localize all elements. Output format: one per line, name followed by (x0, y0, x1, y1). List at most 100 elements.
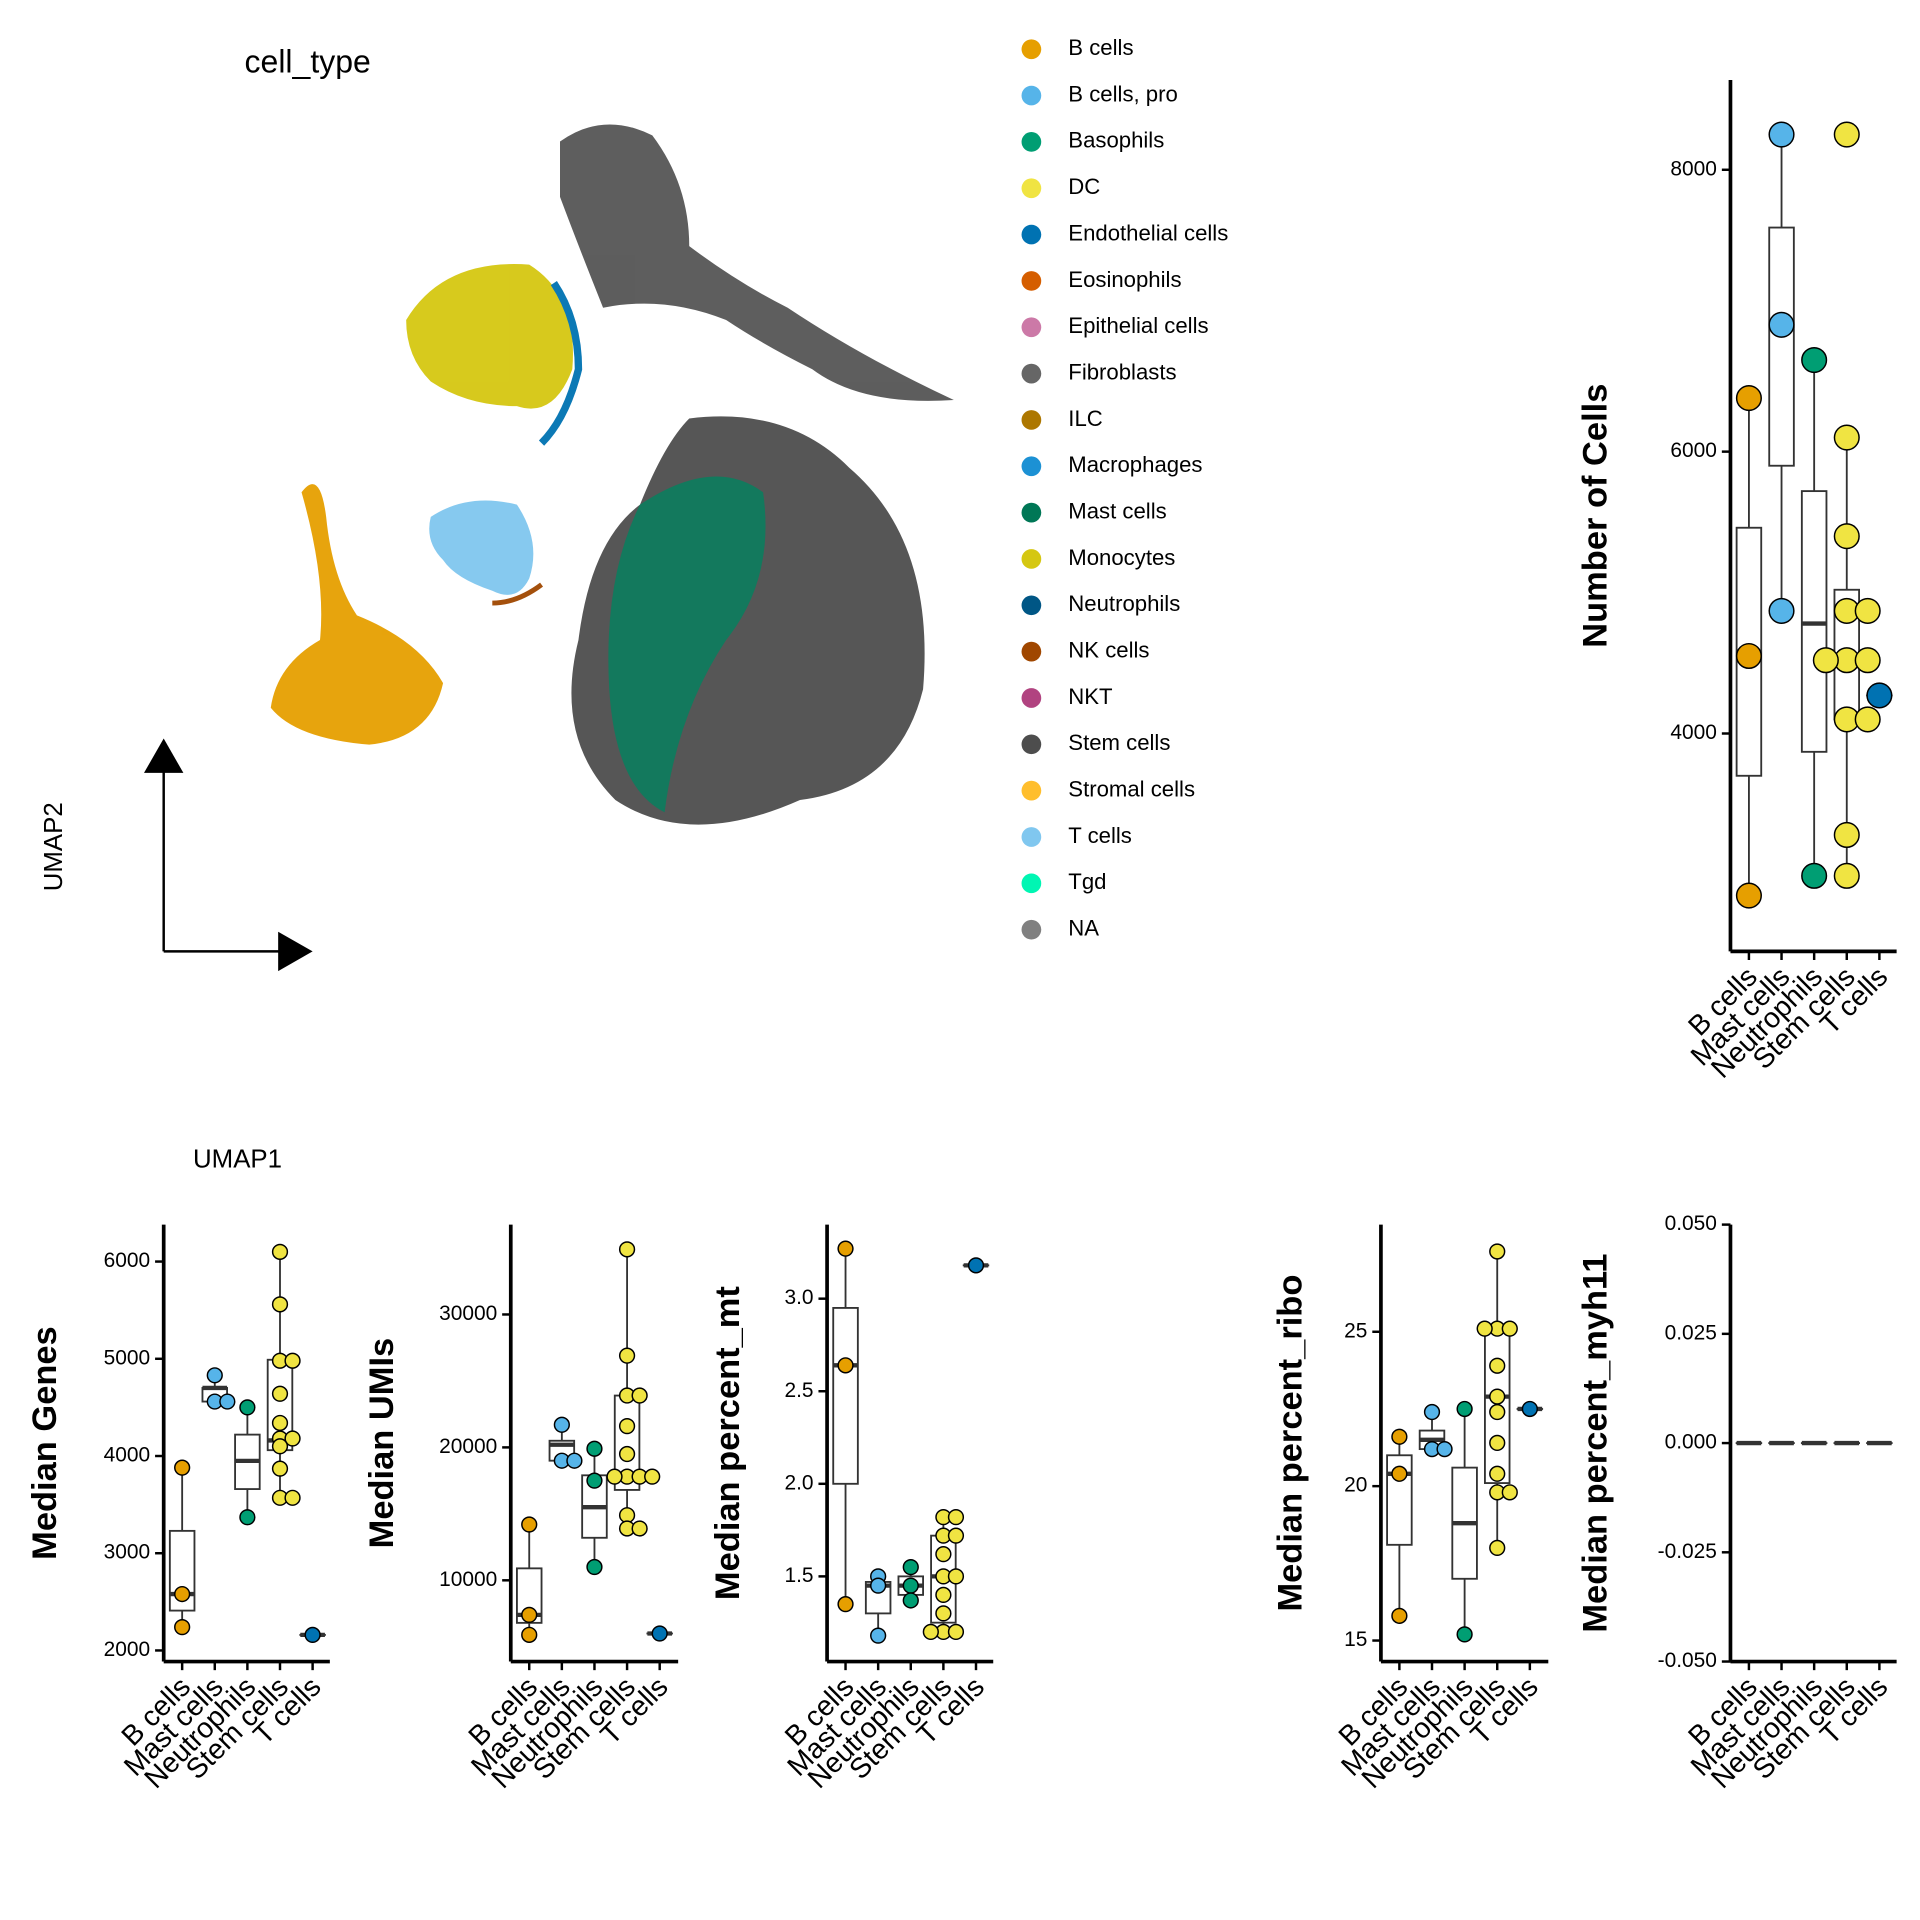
point (1489, 1243, 1506, 1260)
y-tick-label: 25 (1344, 1319, 1367, 1342)
point (1768, 311, 1795, 338)
point (1489, 1465, 1506, 1482)
legend-label: Epithelial cells (1068, 313, 1208, 338)
point (1501, 1484, 1518, 1501)
point (1423, 1403, 1441, 1421)
point (1866, 682, 1893, 709)
point (837, 1596, 854, 1613)
legend-swatch (1021, 224, 1042, 245)
legend-swatch (1021, 178, 1042, 199)
legend-swatch (1021, 132, 1042, 152)
legend-label: B cells, pro (1068, 81, 1178, 106)
y-tick-label: 5000 (104, 1346, 151, 1369)
point (1833, 121, 1860, 148)
point (1476, 1320, 1493, 1337)
legend-label: Macrophages (1068, 452, 1202, 477)
point (271, 1243, 289, 1260)
umap-y-label: UMAP2 (40, 802, 68, 891)
point (1436, 1440, 1453, 1458)
point (521, 1516, 538, 1533)
point (271, 1414, 289, 1432)
legend-swatch (1021, 85, 1042, 106)
legend-swatch (1021, 456, 1042, 477)
point (239, 1399, 256, 1416)
legend-label: Stem cells (1068, 730, 1170, 755)
legend-label: Endothelial cells (1068, 220, 1228, 245)
umap-arrowhead-x (278, 931, 313, 972)
y-tick-label: 30000 (439, 1302, 497, 1325)
point (1489, 1357, 1506, 1374)
y-tick-label: 3000 (104, 1541, 151, 1564)
legend-label: Eosinophils (1068, 267, 1181, 292)
y-axis-title: Median Genes (26, 1326, 64, 1560)
point (1768, 597, 1795, 624)
point (606, 1468, 623, 1485)
point (947, 1509, 965, 1526)
point (271, 1385, 289, 1402)
y-tick-label: 4000 (104, 1444, 151, 1467)
point (631, 1520, 648, 1537)
point (967, 1257, 985, 1274)
legend-swatch (1021, 734, 1042, 755)
legend-label: Tgd (1068, 869, 1106, 894)
point (284, 1352, 301, 1369)
point (1833, 862, 1860, 889)
point (870, 1577, 887, 1594)
point (1489, 1388, 1506, 1405)
point (837, 1240, 854, 1257)
legend-swatch (1021, 549, 1042, 569)
cluster-endothelial (538, 281, 583, 446)
point (586, 1440, 603, 1457)
point (1501, 1320, 1518, 1337)
point (1391, 1607, 1408, 1624)
point (1489, 1403, 1506, 1421)
legend-swatch (1021, 595, 1042, 616)
legend-label: NK cells (1068, 637, 1149, 662)
y-tick-label: 0.050 (1665, 1212, 1717, 1235)
y-axis-title: Median percent_mt (709, 1286, 747, 1601)
cluster-nk (492, 582, 544, 606)
point (1801, 346, 1828, 374)
umap-title: cell_type (245, 43, 371, 79)
point (1768, 121, 1795, 148)
point (947, 1623, 965, 1641)
legend-label: Fibroblasts (1068, 359, 1176, 384)
point (618, 1418, 636, 1435)
box (1768, 226, 1795, 467)
point (631, 1387, 648, 1404)
point (902, 1558, 919, 1576)
cluster-b-cells (270, 484, 444, 745)
y-axis-title: Median percent_myh11 (1577, 1254, 1615, 1633)
y-tick-label: 2000 (104, 1638, 151, 1661)
umap-clusters (270, 124, 954, 825)
legend-label: Monocytes (1068, 545, 1175, 570)
point (304, 1626, 321, 1644)
point (174, 1618, 191, 1636)
y-tick-label: 2.5 (784, 1379, 813, 1402)
point (1489, 1434, 1506, 1452)
point (935, 1546, 952, 1563)
point (284, 1430, 301, 1447)
y-tick-label: 0.025 (1665, 1321, 1717, 1344)
point (271, 1438, 289, 1455)
point (174, 1585, 191, 1603)
legend-swatch (1021, 363, 1042, 384)
point (1735, 385, 1762, 412)
y-tick-label: 6000 (104, 1249, 151, 1272)
point (521, 1606, 538, 1624)
legend-swatch (1021, 919, 1042, 940)
point (1833, 821, 1860, 849)
point (870, 1627, 887, 1644)
point (1391, 1428, 1408, 1445)
point (902, 1592, 919, 1609)
y-tick-label: 2.0 (784, 1471, 813, 1494)
point (271, 1296, 289, 1313)
legend-swatch (1021, 271, 1042, 291)
point (553, 1416, 570, 1433)
legend-swatch (1021, 39, 1042, 60)
point (1735, 642, 1762, 670)
point (902, 1577, 919, 1594)
legend-label: ILC (1068, 406, 1102, 431)
